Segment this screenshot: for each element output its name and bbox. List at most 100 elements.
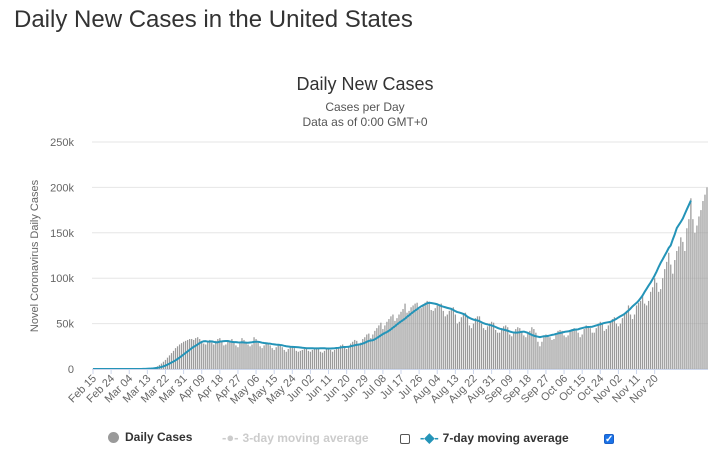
daily-case-bar[interactable] — [344, 346, 346, 369]
daily-case-bar[interactable] — [557, 330, 559, 369]
daily-case-bar[interactable] — [235, 345, 237, 369]
daily-case-bar[interactable] — [511, 336, 513, 369]
daily-case-bar[interactable] — [301, 349, 303, 369]
daily-case-bar[interactable] — [386, 321, 388, 369]
daily-case-bar[interactable] — [201, 340, 203, 369]
daily-case-bar[interactable] — [394, 320, 396, 369]
daily-case-bar[interactable] — [501, 328, 503, 369]
daily-case-bar[interactable] — [207, 341, 209, 369]
daily-case-bar[interactable] — [374, 330, 376, 369]
daily-case-bar[interactable] — [176, 346, 179, 369]
daily-case-bar[interactable] — [645, 305, 648, 369]
daily-case-bar[interactable] — [611, 319, 614, 369]
daily-case-bar[interactable] — [241, 338, 243, 369]
daily-case-bar[interactable] — [533, 329, 535, 369]
daily-case-bar[interactable] — [283, 349, 285, 369]
daily-case-bar[interactable] — [424, 302, 426, 369]
daily-case-bar[interactable] — [474, 318, 477, 369]
daily-case-bar[interactable] — [676, 250, 678, 369]
daily-case-bar[interactable] — [219, 338, 221, 369]
daily-case-bar[interactable] — [635, 305, 638, 369]
daily-case-bar[interactable] — [408, 310, 410, 369]
daily-case-bar[interactable] — [597, 323, 599, 369]
daily-case-bar[interactable] — [325, 349, 328, 369]
daily-case-bar[interactable] — [309, 351, 312, 369]
daily-case-bar[interactable] — [418, 309, 420, 369]
daily-case-bar[interactable] — [388, 319, 390, 369]
daily-case-bar[interactable] — [523, 335, 525, 369]
daily-case-bar[interactable] — [184, 340, 187, 369]
daily-case-bar[interactable] — [637, 302, 640, 369]
daily-case-bar[interactable] — [492, 322, 495, 369]
daily-case-bar[interactable] — [575, 329, 577, 369]
daily-case-bar[interactable] — [509, 334, 511, 369]
daily-case-bar[interactable] — [482, 328, 485, 369]
daily-case-bar[interactable] — [488, 323, 491, 369]
daily-case-bar[interactable] — [229, 340, 231, 369]
daily-case-bar[interactable] — [279, 345, 281, 369]
daily-case-bar[interactable] — [323, 350, 326, 369]
daily-case-bar[interactable] — [285, 351, 287, 369]
daily-case-bar[interactable] — [462, 314, 465, 369]
daily-case-bar[interactable] — [484, 329, 487, 369]
daily-case-bar[interactable] — [513, 333, 515, 369]
daily-case-bar[interactable] — [595, 328, 597, 369]
daily-case-bar[interactable] — [339, 345, 342, 369]
daily-case-bar[interactable] — [521, 330, 523, 369]
daily-case-bar[interactable] — [195, 338, 197, 369]
daily-case-bar[interactable] — [499, 332, 501, 369]
daily-case-bar[interactable] — [378, 325, 380, 369]
daily-case-bar[interactable] — [559, 329, 561, 369]
daily-case-bar[interactable] — [356, 340, 358, 369]
daily-case-bar[interactable] — [660, 289, 662, 369]
daily-case-bar[interactable] — [561, 330, 563, 369]
daily-case-bar[interactable] — [684, 250, 686, 369]
daily-case-bar[interactable] — [257, 342, 259, 369]
daily-case-bar[interactable] — [432, 310, 434, 369]
daily-case-bar[interactable] — [259, 346, 261, 369]
daily-case-bar[interactable] — [551, 339, 553, 369]
daily-case-bar[interactable] — [193, 339, 195, 369]
daily-case-bar[interactable] — [607, 325, 609, 369]
daily-case-bar[interactable] — [472, 323, 475, 369]
daily-case-bar[interactable] — [317, 349, 320, 369]
daily-case-bar[interactable] — [436, 305, 438, 369]
daily-case-bar[interactable] — [690, 198, 692, 369]
daily-case-bar[interactable] — [253, 337, 255, 369]
daily-case-bar[interactable] — [507, 327, 509, 369]
daily-case-bar[interactable] — [535, 332, 537, 369]
daily-case-bar[interactable] — [416, 302, 418, 369]
daily-case-bar[interactable] — [245, 341, 247, 369]
daily-case-bar[interactable] — [348, 347, 350, 369]
daily-case-bar[interactable] — [406, 312, 408, 369]
daily-case-bar[interactable] — [261, 348, 263, 369]
daily-case-bar[interactable] — [307, 350, 310, 369]
daily-case-bar[interactable] — [197, 337, 199, 369]
daily-case-bar[interactable] — [486, 326, 489, 369]
daily-case-bar[interactable] — [384, 325, 386, 369]
daily-case-bar[interactable] — [525, 337, 527, 369]
daily-case-bar[interactable] — [696, 225, 698, 369]
daily-case-bar[interactable] — [398, 314, 400, 369]
daily-case-bar[interactable] — [402, 309, 404, 369]
daily-case-bar[interactable] — [672, 273, 674, 369]
daily-case-bar[interactable] — [237, 347, 239, 369]
daily-case-bar[interactable] — [464, 312, 467, 369]
daily-case-bar[interactable] — [515, 329, 517, 369]
daily-case-bar[interactable] — [688, 219, 690, 369]
daily-case-bar[interactable] — [414, 303, 416, 369]
daily-case-bar[interactable] — [601, 324, 603, 369]
daily-case-bar[interactable] — [255, 339, 257, 369]
daily-case-bar[interactable] — [700, 210, 702, 369]
daily-case-bar[interactable] — [352, 341, 354, 369]
daily-case-bar[interactable] — [605, 329, 607, 369]
daily-case-bar[interactable] — [670, 264, 672, 369]
checkbox-checked-icon[interactable]: ✓ — [604, 434, 614, 445]
daily-case-bar[interactable] — [172, 350, 175, 369]
daily-case-bar[interactable] — [613, 317, 616, 369]
daily-case-bar[interactable] — [275, 347, 277, 369]
daily-case-bar[interactable] — [362, 339, 364, 369]
daily-case-bar[interactable] — [215, 340, 217, 369]
daily-case-bar[interactable] — [545, 334, 547, 369]
daily-case-bar[interactable] — [456, 323, 458, 369]
